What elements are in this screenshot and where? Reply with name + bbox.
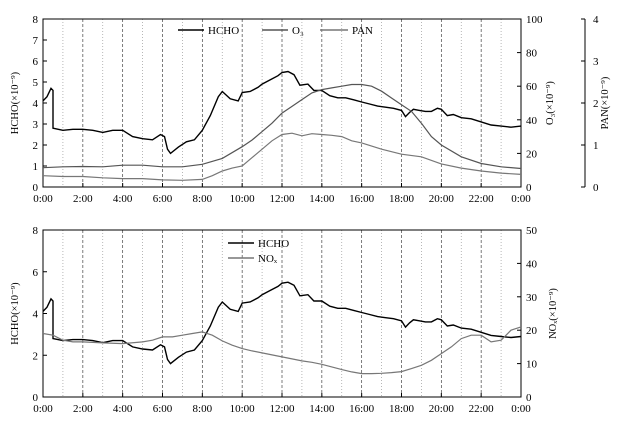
pan-tick-label: 0 [593, 182, 599, 194]
bottom-x-tick-label: 4:00 [113, 403, 133, 415]
bottom-x-tick-label: 0:00 [511, 403, 531, 415]
bottom-right-tick-label: 10 [526, 359, 538, 371]
top-series-right1 [42, 83, 522, 170]
panel-top: 0:00 2:00 4:00 6:00 8:00 10:00 12:00 14:00 16:00… [10, 14, 611, 205]
top-right-tick-label: 60 [526, 81, 538, 93]
bottom-right-axis-title: NOₓ(×10⁻⁹) [548, 288, 559, 339]
top-x-tick-label: 20:00 [429, 193, 455, 205]
top-right-tick-label: 0 [526, 182, 532, 194]
bottom-x-tick-label: 18:00 [389, 403, 415, 415]
top-left-tick-label: 7 [33, 35, 39, 47]
top-left-tick-label: 5 [33, 77, 39, 89]
panel-bottom: 0:00 2:00 4:00 6:00 8:00 10:00 12:00 14:00 16:00… [10, 225, 559, 415]
bottom-x-tick-label: 0:00 [33, 403, 53, 415]
top-x-tick-label: 12:00 [269, 193, 295, 205]
bottom-x-tick-label: 10:00 [230, 403, 256, 415]
top-x-tick-label: 22:00 [469, 193, 495, 205]
top-left-tick-label: 8 [33, 14, 39, 26]
bottom-x-tick-label: 14:00 [309, 403, 335, 415]
pan-axis-title: PAN(×10⁻⁹) [600, 76, 611, 129]
top-left-tick-label: 2 [33, 140, 39, 152]
top-x-tick-label: 14:00 [309, 193, 335, 205]
top-x-tick-label: 8:00 [193, 193, 213, 205]
top-right-tick-label: 80 [526, 48, 538, 60]
bottom-x-tick-label: 8:00 [193, 403, 213, 415]
bottom-left-tick-label: 6 [33, 267, 39, 279]
top-left-tick-label: 6 [33, 56, 39, 68]
bottom-legend-label: HCHO [258, 238, 289, 250]
top-legend: HCHO O₃ PAN [178, 25, 373, 37]
bottom-right-tick-label: 50 [526, 225, 538, 237]
bottom-series-right [42, 326, 522, 375]
bottom-right-tick-label: 30 [526, 292, 538, 304]
top-left-tick-label: 3 [33, 119, 39, 131]
top-series-right2 [42, 132, 522, 181]
top-left-tick-label: 4 [33, 98, 39, 110]
top-series-left [42, 70, 522, 155]
top-legend-label: PAN [352, 25, 373, 37]
top-right-tick-label: 100 [526, 14, 543, 26]
top-legend-label: HCHO [208, 25, 239, 37]
top-x-tick-label: 0:00 [33, 193, 53, 205]
pan-tick-label: 1 [593, 140, 599, 152]
bottom-x-tick-label: 20:00 [429, 403, 455, 415]
top-right-tick-label: 40 [526, 115, 538, 127]
bottom-left-tick-label: 2 [33, 350, 39, 362]
top-x-tick-label: 4:00 [113, 193, 133, 205]
bottom-right-tick-label: 20 [526, 325, 538, 337]
bottom-legend-label: NOₓ [258, 253, 278, 265]
top-x-tick-label: 16:00 [349, 193, 375, 205]
bottom-legend: HCHO NOₓ [228, 238, 289, 265]
pan-tick-label: 3 [593, 56, 599, 68]
pan-tick-label: 4 [593, 14, 599, 26]
bottom-x-tick-label: 22:00 [469, 403, 495, 415]
bottom-series-left [42, 281, 522, 365]
bottom-x-tick-label: 2:00 [73, 403, 93, 415]
top-x-tick-label: 0:00 [511, 193, 531, 205]
bottom-left-tick-label: 0 [33, 392, 39, 404]
top-left-tick-label: 1 [33, 161, 39, 173]
bottom-left-tick-label: 4 [33, 309, 39, 321]
top-x-tick-label: 2:00 [73, 193, 93, 205]
bottom-x-tick-label: 6:00 [153, 403, 173, 415]
top-legend-label: O₃ [292, 25, 304, 37]
bottom-left-axis-title: HCHO(×10⁻⁹) [10, 282, 21, 345]
top-left-tick-label: 0 [33, 182, 39, 194]
top-right-tick-label: 20 [526, 148, 538, 160]
bottom-right-tick-label: 0 [526, 392, 532, 404]
pan-tick-label: 2 [593, 98, 599, 110]
top-right-axis-title: O₃(×10⁻⁹) [545, 81, 556, 125]
top-left-axis-title: HCHO(×10⁻⁹) [10, 71, 21, 134]
top-x-tick-label: 18:00 [389, 193, 415, 205]
bottom-x-tick-label: 12:00 [269, 403, 295, 415]
top-x-tick-label: 6:00 [153, 193, 173, 205]
bottom-right-tick-label: 40 [526, 258, 538, 270]
bottom-left-tick-label: 8 [33, 225, 39, 237]
top-x-tick-label: 10:00 [230, 193, 256, 205]
bottom-x-tick-label: 16:00 [349, 403, 375, 415]
